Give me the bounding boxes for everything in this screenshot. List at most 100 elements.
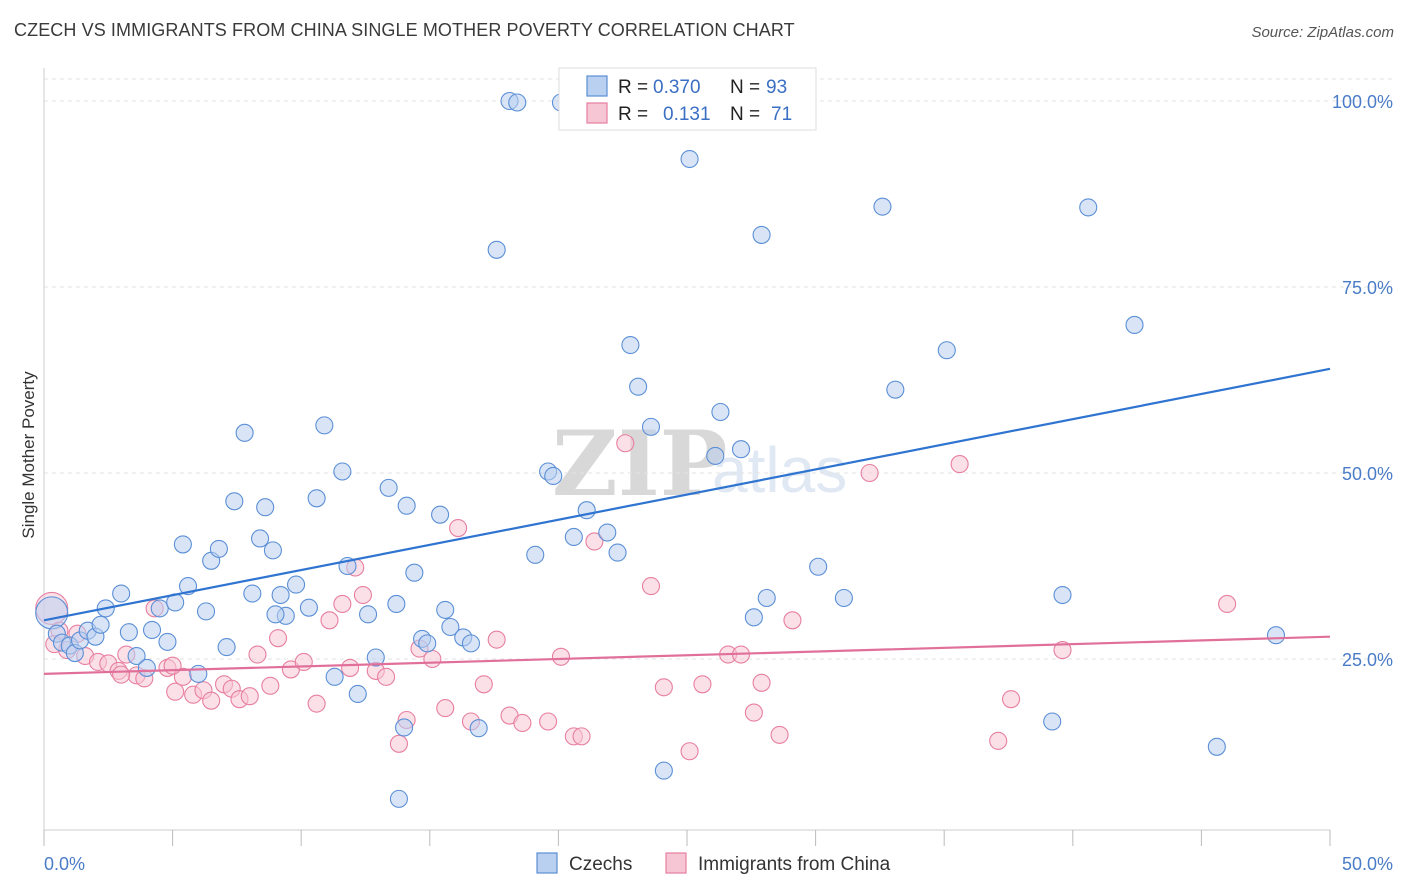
china-point (513, 713, 532, 733)
legend-china-r-value: 0.131 (663, 104, 711, 125)
czech-point (235, 423, 254, 442)
china-point (539, 712, 558, 731)
bottom-legend-china-swatch (665, 852, 687, 874)
czech-point (256, 498, 275, 517)
tick-labels: 100.0% 75.0% 50.0% 25.0% 0.0% 50.0% (44, 92, 1393, 874)
czech-point (150, 599, 169, 618)
y-tick-label: 75.0% (1342, 278, 1393, 298)
czech-point (487, 240, 506, 259)
china-point (693, 675, 712, 694)
china-point (1002, 690, 1021, 709)
china-point (353, 585, 372, 605)
china-point (307, 694, 326, 713)
czech-point (1207, 737, 1226, 756)
czech-point (315, 416, 334, 435)
czech-point (158, 632, 177, 651)
bottom-legend-china: Immigrants from China (698, 854, 891, 875)
china-trend-line (43, 635, 1331, 675)
axes (43, 68, 1331, 846)
legend-china-n-label: N = (730, 104, 760, 125)
czech-point (35, 596, 69, 630)
china-point (641, 577, 661, 596)
x-tick-label-max: 50.0% (1342, 854, 1393, 874)
czech-point (225, 492, 244, 511)
china-point (341, 658, 360, 677)
czech-point (395, 718, 414, 737)
czech-point (1266, 626, 1286, 645)
china-point (989, 731, 1008, 750)
czech-point (243, 584, 262, 603)
chart-title: CZECH VS IMMIGRANTS FROM CHINA SINGLE MO… (14, 20, 795, 40)
china-point (487, 630, 506, 649)
czech-point (461, 634, 481, 653)
legend-china-r-label: R = (618, 104, 648, 125)
czech-point (873, 197, 892, 216)
czech-point (250, 529, 270, 548)
china-point (202, 691, 221, 710)
czech-point (397, 496, 416, 515)
china-point (163, 656, 182, 675)
bottom-legend: Czechs Immigrants from China (536, 852, 891, 875)
czech-point (127, 646, 146, 666)
china-point (269, 629, 288, 648)
y-tick-label: 25.0% (1342, 650, 1393, 670)
china-point (423, 649, 442, 669)
czech-point (142, 620, 162, 640)
czech-point (366, 648, 385, 667)
legend-czechs-r-label: R = (618, 77, 648, 98)
czech-point (731, 440, 751, 459)
trend-lines (43, 367, 1331, 675)
china-point (770, 725, 789, 744)
czech-point (744, 608, 763, 627)
czech-point (379, 478, 398, 497)
china-point (572, 727, 591, 746)
china-point (377, 667, 396, 686)
czech-point (359, 605, 378, 624)
czech-point (598, 523, 617, 542)
czech-point (641, 417, 661, 436)
czech-point (757, 588, 776, 608)
czech-point (629, 377, 648, 396)
czech-point (287, 575, 306, 594)
czech-points (35, 91, 1286, 808)
czech-point (431, 505, 450, 524)
legend-czechs-swatch (586, 75, 608, 97)
china-point (389, 734, 408, 753)
china-point (248, 645, 267, 664)
china-point (616, 434, 635, 453)
czech-point (263, 541, 282, 560)
y-tick-label: 50.0% (1342, 464, 1393, 484)
czech-point (173, 535, 192, 554)
czech-point (266, 605, 285, 624)
legend-czechs-n-label: N = (730, 77, 760, 98)
legend: R = 0.370 N = 93 R = 0.131 N = 71 (558, 67, 817, 131)
czech-point (209, 539, 228, 558)
china-point (752, 673, 771, 692)
czech-point (654, 761, 673, 780)
czech-point (526, 545, 545, 564)
czech-point (333, 462, 352, 481)
czech-point (299, 598, 318, 617)
china-point (474, 675, 493, 694)
czech-point (389, 789, 408, 808)
china-point (1053, 641, 1072, 660)
bottom-legend-czechs-swatch (536, 852, 558, 874)
czech-point (1125, 315, 1144, 334)
czech-point (325, 667, 344, 686)
czech-point (307, 489, 326, 508)
bottom-legend-czechs: Czechs (569, 854, 632, 875)
czech-point (1053, 585, 1072, 605)
czech-point (680, 149, 699, 169)
czech-point (544, 466, 563, 486)
czech-point (608, 543, 627, 562)
y-axis-label: Single Mother Poverty (19, 371, 38, 539)
czech-point (441, 617, 460, 637)
legend-czechs-n-value: 93 (766, 77, 787, 98)
china-point (860, 463, 879, 483)
watermark-zip: ZIP (552, 411, 727, 517)
china-point (112, 665, 131, 684)
china-point (261, 676, 280, 695)
czech-point (621, 335, 640, 355)
czech-point (119, 623, 138, 642)
czech-point (834, 588, 853, 608)
